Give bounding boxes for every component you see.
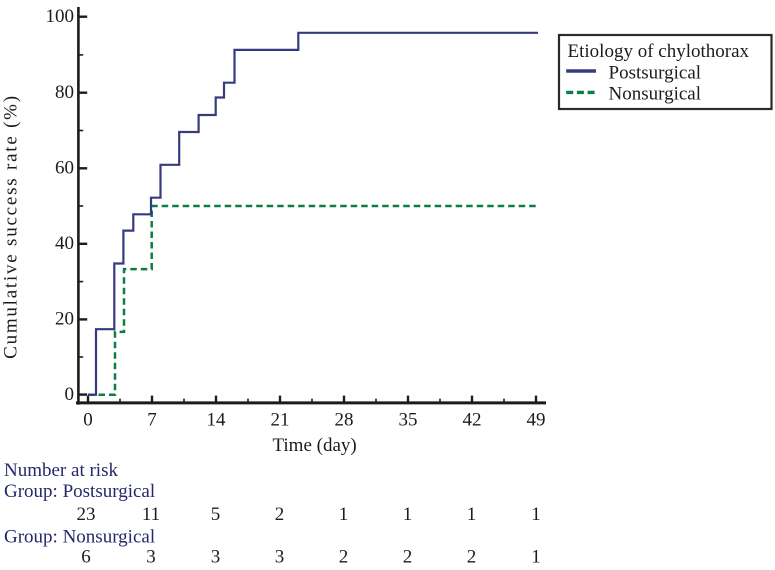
- svg-text:1: 1: [531, 547, 541, 568]
- svg-text:20: 20: [55, 309, 74, 330]
- svg-text:Cumulative success rate (%): Cumulative success rate (%): [0, 96, 21, 359]
- svg-text:23: 23: [77, 504, 96, 525]
- svg-text:1: 1: [339, 504, 349, 525]
- svg-text:Postsurgical: Postsurgical: [609, 63, 702, 84]
- svg-text:28: 28: [335, 410, 354, 431]
- svg-text:1: 1: [531, 504, 541, 525]
- svg-text:6: 6: [81, 547, 91, 568]
- svg-text:0: 0: [65, 384, 75, 405]
- svg-text:42: 42: [463, 410, 482, 431]
- svg-text:Nonsurgical: Nonsurgical: [609, 84, 702, 105]
- svg-text:5: 5: [211, 504, 221, 525]
- svg-text:35: 35: [399, 410, 418, 431]
- svg-text:Time (day): Time (day): [272, 435, 356, 456]
- svg-text:Group: Postsurgical: Group: Postsurgical: [4, 481, 155, 502]
- svg-text:49: 49: [527, 410, 546, 431]
- svg-text:1: 1: [467, 504, 477, 525]
- svg-text:0: 0: [83, 410, 93, 431]
- svg-text:Etiology of chylothorax: Etiology of chylothorax: [568, 41, 750, 62]
- svg-text:80: 80: [55, 82, 74, 103]
- svg-text:3: 3: [275, 547, 285, 568]
- svg-text:3: 3: [211, 547, 221, 568]
- svg-text:Group: Nonsurgical: Group: Nonsurgical: [4, 527, 155, 548]
- svg-text:40: 40: [55, 233, 74, 254]
- svg-text:11: 11: [142, 504, 160, 525]
- svg-text:2: 2: [275, 504, 285, 525]
- svg-text:14: 14: [207, 410, 227, 431]
- svg-text:2: 2: [467, 547, 477, 568]
- svg-text:100: 100: [46, 6, 75, 27]
- svg-text:2: 2: [403, 547, 413, 568]
- svg-text:Number at risk: Number at risk: [4, 460, 118, 481]
- svg-text:1: 1: [403, 504, 413, 525]
- svg-text:3: 3: [146, 547, 156, 568]
- svg-text:2: 2: [339, 547, 349, 568]
- svg-text:60: 60: [55, 158, 74, 179]
- svg-text:21: 21: [271, 410, 290, 431]
- svg-text:7: 7: [147, 410, 157, 431]
